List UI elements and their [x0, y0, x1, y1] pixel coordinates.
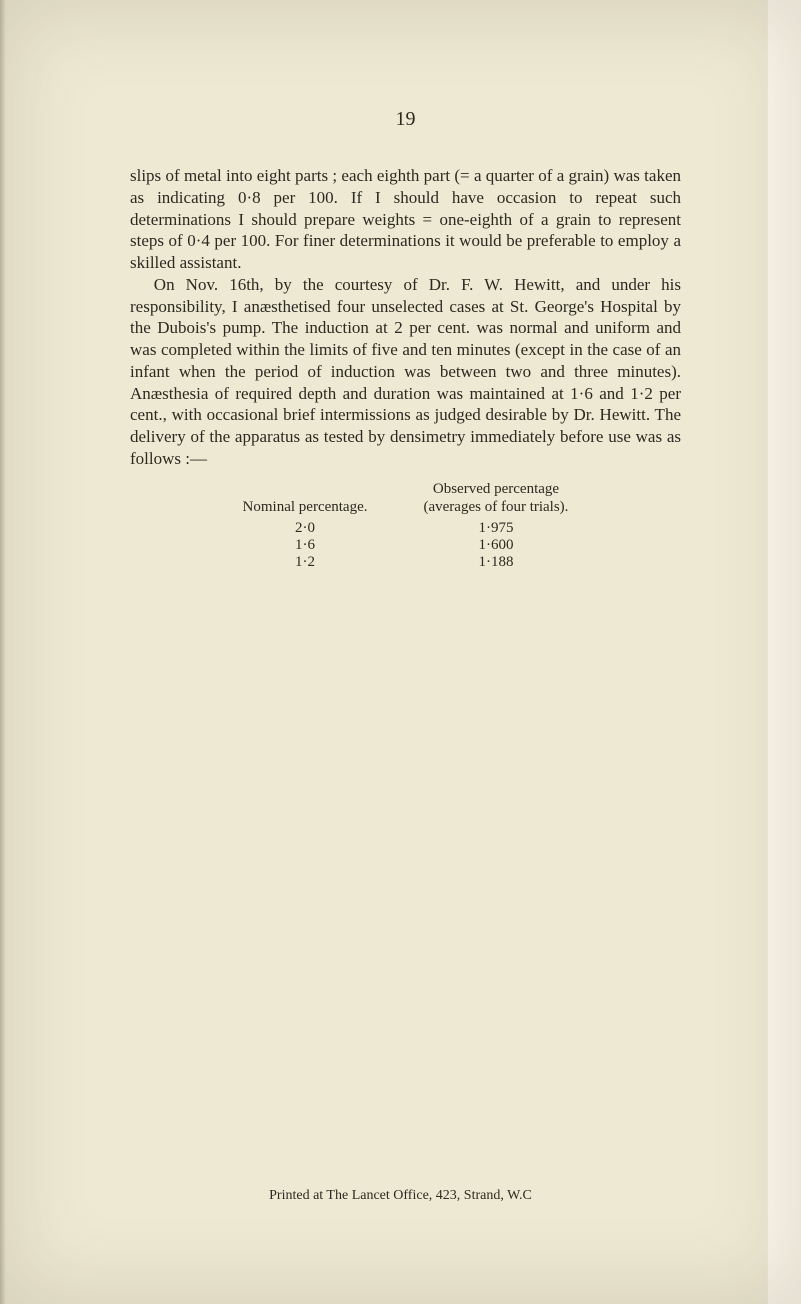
col-header-observed-line2: (averages of four trials).: [424, 499, 569, 515]
cell-observed: 1·188: [396, 554, 597, 571]
page-number: 19: [130, 108, 681, 131]
table-row: 1·6 1·600: [215, 537, 597, 554]
percentage-table: Nominal percentage. Observed percentage …: [215, 480, 597, 571]
cell-observed: 1·600: [396, 537, 597, 554]
page: 19 slips of metal into eight parts ; eac…: [0, 0, 801, 1304]
table-row: 1·2 1·188: [215, 554, 597, 571]
cell-nominal: 1·6: [215, 537, 396, 554]
col-header-observed-line1: Observed percentage: [433, 481, 559, 497]
data-table-wrap: Nominal percentage. Observed percentage …: [130, 480, 681, 571]
col-header-observed: Observed percentage (averages of four tr…: [396, 480, 597, 520]
col-header-nominal: Nominal percentage.: [215, 480, 396, 520]
imprint-footer: Printed at The Lancet Office, 423, Stran…: [0, 1188, 801, 1204]
cell-nominal: 1·2: [215, 554, 396, 571]
page-left-shadow: [0, 0, 6, 1304]
paragraph-2: On Nov. 16th, by the courtesy of Dr. F. …: [130, 274, 681, 470]
cell-observed: 1·975: [396, 520, 597, 537]
cell-nominal: 2·0: [215, 520, 396, 537]
paragraph-1: slips of metal into eight parts ; each e…: [130, 165, 681, 274]
body-text: slips of metal into eight parts ; each e…: [130, 165, 681, 470]
table-row: 2·0 1·975: [215, 520, 597, 537]
table-header-row: Nominal percentage. Observed percentage …: [215, 480, 597, 520]
page-right-margin: [767, 0, 801, 1304]
